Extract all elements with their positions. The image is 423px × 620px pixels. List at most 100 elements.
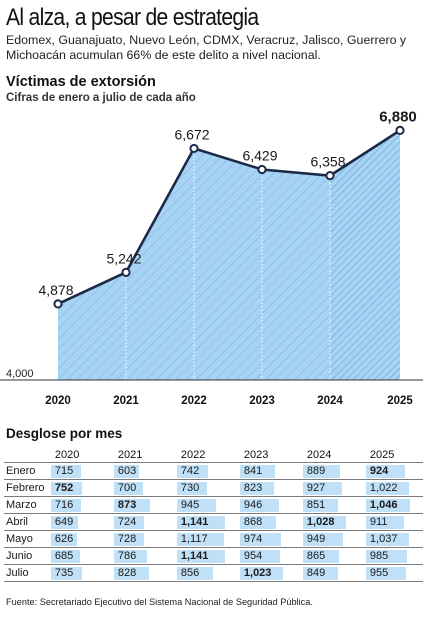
column-header: 2021 <box>117 448 143 461</box>
table-cell: 700 <box>107 479 171 497</box>
x-tick-label: 2020 <box>45 395 71 407</box>
cell-content: 752 <box>50 481 108 495</box>
table-header-row: 2020 2021 2022 2023 2024 2025 <box>4 447 423 463</box>
value-fill-bar <box>50 532 77 546</box>
column-header: 2025 <box>369 448 395 461</box>
subhead: Edomex, Guanajuato, Nuevo León, CDMX, Ve… <box>6 33 407 62</box>
value-wrap: 945 <box>176 498 233 512</box>
value-number: 974 <box>243 532 263 545</box>
value-fill-bar <box>176 566 213 580</box>
value-fill-bar <box>50 549 80 563</box>
value-fill-bar <box>302 566 338 580</box>
cell-content: 955 <box>365 566 423 580</box>
cell-content: 1,046 <box>365 498 423 512</box>
table-cell: 828 <box>107 564 171 582</box>
value-fill-bar <box>50 498 81 512</box>
table-cell: 954 <box>233 547 297 565</box>
table-cell: 786 <box>107 547 171 565</box>
value-fill-bar <box>50 515 78 529</box>
value-number: 849 <box>306 566 326 579</box>
column-header: 2024 <box>306 448 332 461</box>
value-number: 786 <box>117 549 137 562</box>
x-tick-label: 2025 <box>387 395 413 407</box>
value-number: 955 <box>369 566 389 579</box>
x-tick-label: 2021 <box>113 395 139 407</box>
value-wrap: 752 <box>50 481 107 495</box>
chart-subtitle: Cifras de enero a julio de cada año <box>6 92 196 104</box>
cell-content: 685 <box>50 549 108 563</box>
value-wrap: 946 <box>239 498 296 512</box>
table-cell: 626 <box>44 530 108 548</box>
value-wrap: 856 <box>176 566 233 580</box>
cell-content: 700 <box>113 481 171 495</box>
value-number: 873 <box>117 498 137 511</box>
table-title: Desglose por mes <box>6 426 123 441</box>
value-wrap: 700 <box>113 481 170 495</box>
data-label: 4,878 <box>38 282 73 298</box>
value-fill-bar <box>302 532 343 546</box>
data-point <box>395 125 405 135</box>
value-fill-bar <box>50 464 81 478</box>
data-label: 6,880 <box>379 110 417 125</box>
cell-content: 849 <box>302 566 360 580</box>
value-fill-bar <box>176 481 207 495</box>
value-wrap: 724 <box>113 515 170 529</box>
data-label: 6,358 <box>310 154 345 170</box>
cell-content: 828 <box>113 566 171 580</box>
value-wrap: 1,046 <box>365 498 422 512</box>
value-fill-bar <box>239 566 283 580</box>
value-number: 985 <box>369 549 389 562</box>
table-cell: 955 <box>359 564 423 582</box>
data-label: 5,242 <box>106 250 141 266</box>
value-fill-bar <box>176 549 225 563</box>
table-cell: 1,141 <box>170 513 234 531</box>
value-fill-bar <box>239 481 274 495</box>
value-wrap: 985 <box>365 549 422 563</box>
value-fill-bar <box>113 498 150 512</box>
value-fill-bar <box>365 532 409 546</box>
data-point <box>189 143 199 154</box>
table-cell: 715 <box>44 462 108 480</box>
value-number: 730 <box>180 481 200 494</box>
table-row: Abril 649 724 1,141 868 1,028 911 <box>4 513 423 531</box>
value-wrap: 927 <box>302 481 359 495</box>
cell-content: 716 <box>50 498 108 512</box>
value-fill-bar <box>50 566 82 580</box>
table-cell: 851 <box>296 496 360 514</box>
value-number: 700 <box>117 481 137 494</box>
table-cell: 752 <box>44 479 108 497</box>
cell-content: 873 <box>113 498 171 512</box>
value-number: 1,037 <box>369 532 398 545</box>
value-number: 945 <box>180 498 200 511</box>
value-fill-bar <box>365 498 410 512</box>
cell-content: 1,037 <box>365 532 423 546</box>
value-fill-bar <box>176 498 216 512</box>
y-baseline-label: 4,000 <box>6 368 34 380</box>
table-cell: 728 <box>107 530 171 548</box>
cell-content: 715 <box>50 464 108 478</box>
table-cell: 685 <box>44 547 108 565</box>
area-highlight-fill <box>330 130 400 380</box>
table-row: Enero 715 603 742 841 889 924 <box>4 462 423 480</box>
value-wrap: 924 <box>365 464 422 478</box>
value-number: 724 <box>117 515 137 528</box>
value-fill-bar <box>302 515 346 529</box>
value-wrap: 1,141 <box>176 515 233 529</box>
table-cell: 603 <box>107 462 171 480</box>
value-wrap: 1,141 <box>176 549 233 563</box>
value-fill-bar <box>365 464 405 478</box>
cell-content: 949 <box>302 532 360 546</box>
value-wrap: 841 <box>239 464 296 478</box>
table-cell: 1,022 <box>359 479 423 497</box>
table-cell: 873 <box>107 496 171 514</box>
value-fill-bar <box>365 549 407 563</box>
value-fill-bar <box>302 481 342 495</box>
table-cell: 946 <box>233 496 297 514</box>
value-number: 954 <box>243 549 263 562</box>
cell-content: 985 <box>365 549 423 563</box>
cell-content: 865 <box>302 549 360 563</box>
table-cell: 985 <box>359 547 423 565</box>
value-number: 735 <box>54 566 74 579</box>
value-wrap: 955 <box>365 566 422 580</box>
table-cell: 1,037 <box>359 530 423 548</box>
